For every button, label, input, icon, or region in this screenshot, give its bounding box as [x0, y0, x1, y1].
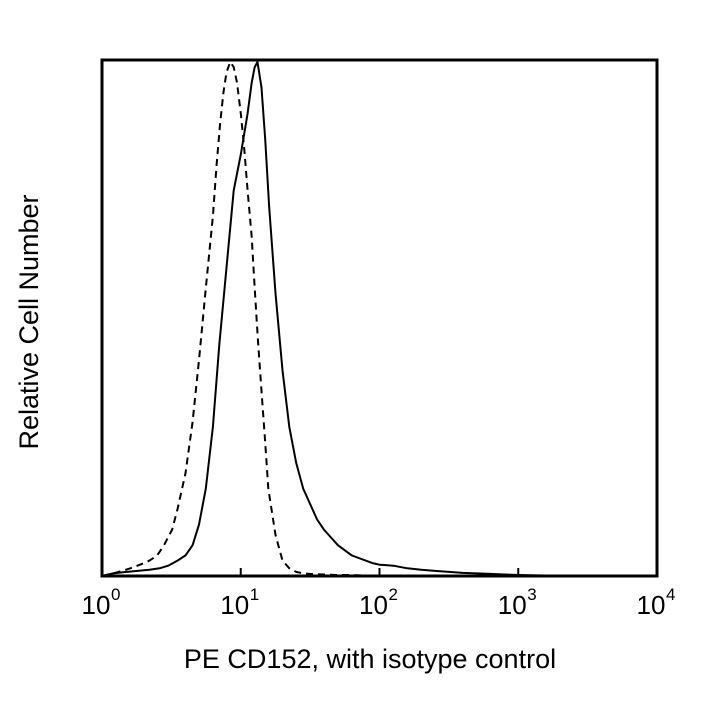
- x-tick-1: 10 1: [220, 568, 259, 620]
- y-axis-label: Relative Cell Number: [14, 194, 44, 449]
- x-tick-label-base: 10: [498, 590, 527, 620]
- x-tick-label-exponent: 3: [527, 585, 536, 604]
- x-tick-3: 10 3: [498, 568, 537, 620]
- x-tick-label-base: 10: [82, 590, 111, 620]
- sample-curve: [101, 61, 657, 577]
- x-tick-label-base: 10: [359, 590, 388, 620]
- series-layer: [101, 61, 657, 577]
- x-tick-label-exponent: 2: [389, 585, 398, 604]
- x-tick-2: 10 2: [359, 568, 398, 620]
- x-tick-label-base: 10: [637, 590, 666, 620]
- x-tick-0: 10 0: [82, 568, 120, 620]
- x-tick-layer: 10 0 10 1 10 2 10 3 10 4: [82, 568, 675, 620]
- x-axis-label: PE CD152, with isotype control: [184, 644, 556, 674]
- x-tick-4: 10 4: [637, 568, 675, 620]
- x-tick-label-base: 10: [220, 590, 249, 620]
- plot-frame: [100, 58, 659, 578]
- x-tick-label-exponent: 4: [666, 585, 675, 604]
- isotype-control-curve: [101, 61, 657, 577]
- x-tick-label-exponent: 1: [250, 585, 259, 604]
- x-tick-label-exponent: 0: [111, 585, 120, 604]
